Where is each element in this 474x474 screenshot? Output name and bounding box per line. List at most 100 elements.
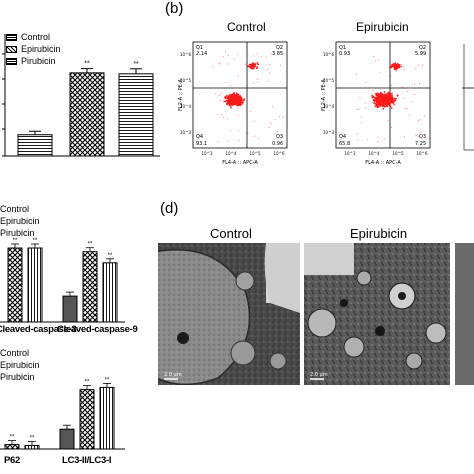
y-tick-label: 10^4 (323, 104, 334, 109)
x-axis-label: FL4-A :: APC-A (222, 160, 258, 166)
significance-mark: ** (108, 253, 113, 259)
y-tick-label: 10^3 (323, 130, 334, 135)
x-tick-label: 10^3 (202, 151, 213, 156)
legend-label: Pirubicin (0, 228, 35, 238)
y-tick-label: 10^6 (323, 52, 334, 57)
quadrant-percent: 93.1 (196, 141, 207, 147)
bar (99, 386, 115, 450)
legend-label: Control (0, 348, 30, 358)
panel-a: Control Epirubicin Pirubicin ** ** (0, 0, 165, 175)
bar (102, 262, 118, 323)
quadrant-label: Q2 (276, 45, 283, 51)
legend-label: Control (0, 204, 30, 214)
quadrant-label: Q2 (419, 45, 426, 51)
legend-label: Control (21, 32, 51, 42)
x-label: Cleaved-caspase-9 (57, 324, 138, 335)
legend-label: Epirubicin (0, 360, 40, 370)
quadrant-percent: 2.14 (196, 51, 207, 57)
panel-c1: Control Epirubicin Pirubicin ** ** ** ** Cl… (0, 200, 165, 340)
panel-label-d: (d) (160, 200, 179, 217)
flow-plot-epirubicin: Epirubicin Q1 0.93 Q2 5.99 Q4 65.8 Q3 7.25 FL2-A… (318, 20, 438, 170)
legend-label: Pirubicin (0, 372, 35, 382)
x-tick-label: 10^4 (226, 151, 237, 156)
tem-title: Control (210, 226, 252, 241)
quadrant-label: Q3 (276, 134, 283, 140)
quadrant-label: Q3 (419, 134, 426, 140)
bar (24, 444, 40, 450)
panel-c2: Control Epirubicin Pirubicin ** ** ** ** P6… (0, 345, 165, 474)
legend: Control Epirubicin Pirubicin (0, 348, 40, 384)
significance-mark: ** (133, 61, 139, 68)
quadrant-percent: 5.99 (415, 51, 426, 57)
quadrant-percent: 0.96 (272, 141, 283, 147)
quadrant-percent: 7.25 (415, 141, 426, 147)
significance-mark: ** (33, 238, 38, 244)
legend-swatch-epirubicin (6, 46, 17, 53)
y-axis-label: FL2-A :: PE-A (321, 79, 327, 111)
quadrant-label: Q1 (196, 45, 203, 51)
quadrant-percent: 65.8 (339, 141, 350, 147)
bar (59, 428, 75, 450)
tem-image-partial (455, 243, 474, 385)
quadrant-label: Q4 (339, 134, 346, 140)
legend: Control Epirubicin Pirubicin (0, 204, 40, 240)
event-dots (356, 56, 426, 143)
bar (79, 389, 95, 450)
x-tick-label: 10^5 (393, 151, 404, 156)
quadrant-label: Q1 (339, 45, 346, 51)
significance-mark: ** (85, 380, 90, 386)
quadrant-label: Q4 (196, 134, 203, 140)
y-tick-label: 10^5 (323, 78, 334, 83)
x-tick-label: 10^4 (369, 151, 380, 156)
chart-c1: ** ** ** ** (0, 238, 125, 323)
bar (118, 73, 154, 157)
y-axis-label: FL2-A :: PE-A (178, 79, 184, 111)
x-label: P62 (4, 455, 21, 466)
legend-swatch-control (6, 34, 17, 41)
x-tick-label: 10^6 (274, 151, 285, 156)
flow-title-partial (466, 19, 474, 33)
event-dots (212, 51, 284, 143)
significance-mark: ** (10, 435, 15, 441)
tem-image-epirubicin: 2.0 μm (304, 243, 450, 385)
bar (7, 247, 23, 323)
legend-swatch-pirubicin (6, 58, 17, 65)
legend-label: Epirubicin (21, 44, 61, 54)
quadrant-percent: 0.93 (339, 51, 350, 57)
y-tick-label: 10^3 (180, 130, 191, 135)
x-axis-label: FL4-A :: APC-A (365, 160, 401, 166)
legend-label: Epirubicin (0, 216, 40, 226)
tem-title: Epirubicin (350, 226, 408, 241)
y-tick-label: 10^5 (180, 78, 191, 83)
bar (4, 444, 20, 450)
quadrant-percent: 3.85 (272, 51, 283, 57)
bar (62, 295, 78, 323)
scale-bar-label: 2.0 μm (310, 372, 328, 378)
legend-label: Pirubicin (21, 56, 56, 66)
significance-mark: ** (88, 242, 93, 248)
x-tick-label: 10^5 (250, 151, 261, 156)
panel-label-b: (b) (165, 0, 184, 17)
scale-bar-label: 2.0 μm (164, 372, 182, 378)
bar (27, 247, 43, 323)
flow-title: Epirubicin (356, 20, 409, 34)
chart-c2: ** ** ** ** (0, 377, 125, 450)
flow-title: Control (227, 20, 266, 34)
bar (82, 251, 98, 323)
x-tick-label: 10^3 (345, 151, 356, 156)
y-tick-label: 10^4 (180, 104, 191, 109)
significance-mark: ** (30, 435, 35, 441)
chart-a: ** ** (2, 34, 160, 157)
y-tick-label: 10^6 (180, 52, 191, 57)
plot-frame (192, 41, 288, 149)
significance-mark: ** (105, 377, 110, 383)
x-tick-label: 10^6 (417, 151, 428, 156)
significance-mark: ** (84, 61, 90, 68)
tem-image-control: 2.0 μm (158, 243, 300, 385)
x-label: LC3-II/LC3-I (62, 455, 112, 466)
x-label: Cleaved-caspase-3 (0, 324, 77, 335)
